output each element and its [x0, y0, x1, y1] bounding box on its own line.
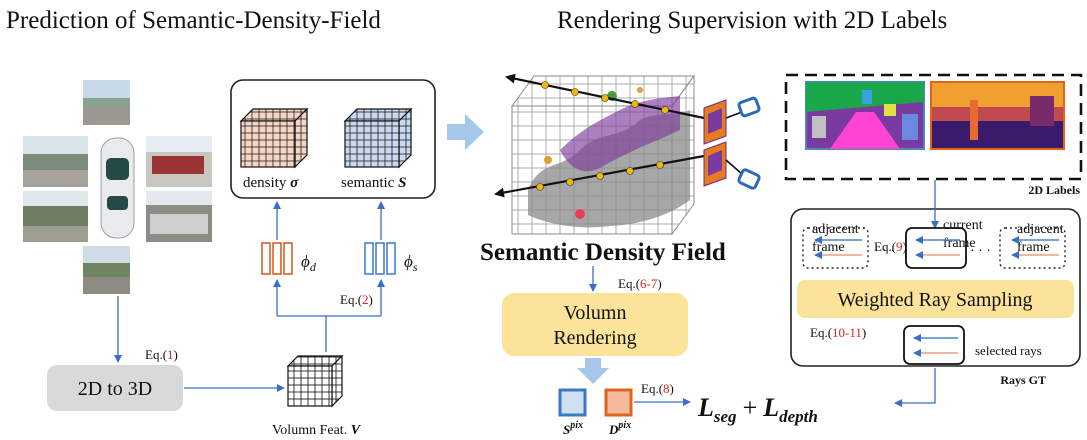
phi-d-label: ϕd [301, 252, 317, 274]
arrow-rays-to-loss [894, 368, 936, 407]
eq8-label: Eq.(8) [641, 381, 674, 396]
camera-icon-bottom [737, 168, 761, 190]
ellipsis-left: · · · [874, 244, 895, 259]
semantic-density-field [494, 73, 761, 236]
car-icon [100, 137, 135, 239]
adjacent-rays-right [999, 227, 1066, 269]
camera-icon-top [737, 96, 761, 118]
render-line2: Rendering [553, 327, 636, 349]
selected-rays-label: selected rays [975, 343, 1042, 358]
labels-2d-caption: 2D Labels [1028, 183, 1080, 197]
density-label: density σ [243, 175, 299, 191]
volumn-feature-cube [286, 354, 344, 408]
big-arrow [447, 114, 484, 150]
phi-s-head [364, 242, 396, 275]
weighted-ray-label: Weighted Ray Sampling [837, 289, 1032, 311]
dpix-label: Dpix [608, 420, 631, 437]
adjacent-right-1: adjacent [1017, 222, 1064, 237]
right-title: Rendering Supervision with 2D Labels [557, 7, 947, 34]
output-fields-box [230, 79, 436, 199]
adjacent-left-1: adjacent [812, 222, 859, 237]
semantic-cube [343, 107, 413, 169]
spix-square [558, 388, 587, 417]
2d-to-3d-label: 2D to 3D [78, 378, 152, 400]
sdf-title: Semantic Density Field [480, 239, 726, 266]
adjacent-rays-left [802, 227, 869, 269]
current-rays [905, 227, 967, 269]
left-title: Prediction of Semantic-Density-Field [6, 7, 381, 34]
phi-s-label: ϕs [404, 252, 418, 274]
weighted-ray-box [797, 280, 1074, 318]
selected-rays [903, 325, 965, 365]
render-line1: Volumn [564, 302, 627, 324]
depth-label-image [930, 81, 1065, 150]
spix-label: Spix [563, 420, 583, 437]
loss-formula: Lseg + Ldepth [697, 393, 818, 426]
labels-2d-box [784, 73, 1083, 181]
volfeat-label: Volumn Feat. V [272, 423, 362, 438]
current-1: current [943, 218, 983, 233]
dpix-square [604, 388, 633, 417]
ellipsis-right: · · · [970, 244, 991, 259]
eq67-label: Eq.(6-7) [618, 276, 662, 291]
eq1-label: Eq.(1) [145, 347, 178, 362]
render-down-arrow [577, 358, 609, 384]
adjacent-right-2: frame [1017, 240, 1050, 255]
semantic-label-image [805, 81, 925, 150]
2d-to-3d-box [47, 365, 183, 411]
density-cube [239, 107, 309, 169]
eq1011-label: Eq.(10-11) [810, 325, 866, 340]
eq2-label: Eq.(2) [340, 292, 373, 307]
phi-d-head [261, 242, 293, 275]
eq9-label: Eq.(9) [874, 239, 907, 254]
adjacent-left-2: frame [812, 240, 845, 255]
volumn-rendering-box [502, 293, 688, 356]
rays-gt-label: Rays GT [1000, 373, 1046, 387]
semantic-label: semantic S [341, 175, 406, 191]
camera-images [23, 80, 212, 294]
